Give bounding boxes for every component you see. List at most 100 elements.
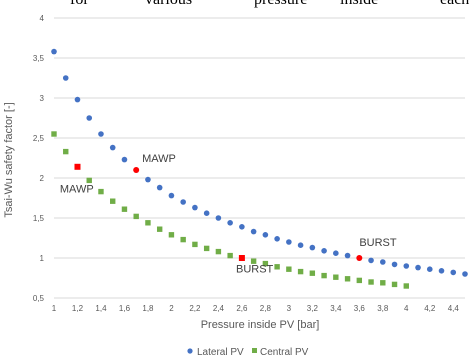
header-word: each bbox=[440, 0, 469, 9]
data-point-lateral-pv bbox=[168, 192, 175, 199]
data-point-lateral-pv bbox=[156, 184, 163, 191]
y-tick-labels: 0,5 1 1,5 2 2,5 3 3,5 4 bbox=[33, 14, 45, 303]
annotation-burst-central: BURST bbox=[236, 263, 274, 275]
data-point-lateral-pv bbox=[227, 220, 233, 226]
x-tick-label: 4,2 bbox=[424, 304, 436, 313]
data-point-central-pv bbox=[286, 266, 292, 272]
x-tick-label: 3,4 bbox=[330, 304, 342, 313]
y-tick-label: 1,5 bbox=[33, 214, 45, 223]
data-point-central-pv bbox=[180, 236, 186, 243]
x-tick-label: 3,6 bbox=[354, 304, 366, 313]
data-point-lateral-pv bbox=[297, 242, 304, 248]
data-point-central-pv bbox=[121, 206, 128, 212]
data-point-central-pv bbox=[215, 248, 222, 255]
data-point-central-pv bbox=[86, 177, 92, 184]
data-point-lateral-pv bbox=[403, 263, 410, 269]
y-tick-label: 3 bbox=[40, 94, 45, 103]
highlight-point bbox=[238, 255, 245, 261]
data-point-central-pv bbox=[356, 277, 363, 284]
x-axis-title: Pressure inside PV [bar] bbox=[201, 319, 320, 331]
data-point-lateral-pv bbox=[74, 96, 81, 103]
y-tick-label: 3,5 bbox=[33, 54, 45, 63]
data-point-lateral-pv bbox=[121, 156, 128, 163]
data-point-lateral-pv bbox=[415, 264, 421, 271]
data-point-central-pv bbox=[63, 148, 69, 155]
legend-label-central-pv: Central PV bbox=[260, 347, 309, 358]
data-point-central-pv bbox=[297, 268, 304, 275]
data-point-lateral-pv bbox=[426, 266, 433, 273]
y-tick-label: 1 bbox=[40, 254, 45, 263]
legend-marker-lateral-pv bbox=[187, 348, 193, 354]
data-point-lateral-pv bbox=[62, 75, 69, 81]
header-word: pressure bbox=[254, 0, 307, 9]
legend: Lateral PV Central PV bbox=[187, 347, 309, 358]
data-point-central-pv bbox=[156, 226, 163, 232]
data-point-lateral-pv bbox=[286, 239, 292, 245]
highlight-point bbox=[74, 163, 81, 170]
gridlines bbox=[54, 17, 465, 299]
series-lateral-pv bbox=[51, 48, 468, 277]
data-point-central-pv bbox=[391, 281, 398, 288]
data-point-lateral-pv bbox=[192, 204, 198, 211]
data-point-lateral-pv bbox=[98, 131, 104, 137]
x-tick-labels: 1 1,2 1,4 1,6 1,8 2 2,2 2,4 2,6 2,8 3 3,2 3,4 3,6 3,8 4… bbox=[52, 304, 460, 313]
data-point-lateral-pv bbox=[203, 210, 210, 216]
data-point-lateral-pv bbox=[215, 215, 222, 221]
cropped-header-text: for various pressure inside each bbox=[0, 0, 472, 9]
data-point-central-pv bbox=[168, 232, 175, 238]
x-tick-label: 4 bbox=[404, 304, 409, 313]
data-point-lateral-pv bbox=[344, 252, 351, 259]
x-tick-label: 2 bbox=[169, 304, 174, 313]
data-point-central-pv bbox=[203, 245, 210, 252]
data-point-lateral-pv bbox=[86, 115, 93, 121]
x-tick-label: 3,2 bbox=[307, 304, 319, 313]
x-tick-label: 1 bbox=[52, 304, 57, 313]
annotation-mawp-lateral: MAWP bbox=[142, 153, 176, 165]
data-point-central-pv bbox=[192, 241, 198, 248]
data-point-central-pv bbox=[344, 276, 351, 282]
legend-marker-central-pv bbox=[252, 348, 257, 353]
data-point-lateral-pv bbox=[309, 244, 316, 251]
x-tick-label: 2,6 bbox=[236, 304, 248, 313]
data-point-lateral-pv bbox=[274, 236, 280, 242]
highlight-point bbox=[356, 255, 363, 261]
data-point-lateral-pv bbox=[51, 48, 57, 55]
data-point-central-pv bbox=[51, 131, 57, 137]
data-point-central-pv bbox=[380, 280, 386, 286]
data-point-central-pv bbox=[227, 252, 233, 259]
data-point-central-pv bbox=[110, 198, 116, 204]
data-point-lateral-pv bbox=[262, 232, 269, 238]
data-point-lateral-pv bbox=[391, 261, 398, 268]
y-tick-label: 2 bbox=[40, 174, 45, 183]
series-central-pv bbox=[51, 131, 409, 289]
data-point-lateral-pv bbox=[145, 176, 151, 183]
data-point-central-pv bbox=[309, 270, 316, 276]
data-point-central-pv bbox=[262, 260, 269, 267]
x-tick-label: 3,8 bbox=[377, 304, 389, 313]
data-point-central-pv bbox=[98, 188, 104, 195]
x-tick-label: 2,2 bbox=[189, 304, 201, 313]
header-word: various bbox=[145, 0, 192, 9]
data-point-lateral-pv bbox=[180, 199, 186, 205]
x-tick-label: 2,8 bbox=[260, 304, 272, 313]
x-tick-label: 4,4 bbox=[448, 304, 460, 313]
highlight-point bbox=[133, 167, 140, 173]
highlight-points bbox=[74, 163, 363, 261]
annotation-burst-lateral: BURST bbox=[359, 237, 397, 249]
data-point-central-pv bbox=[321, 272, 327, 279]
y-tick-label: 2,5 bbox=[33, 134, 45, 143]
legend-label-lateral-pv: Lateral PV bbox=[197, 347, 244, 358]
x-tick-label: 1,4 bbox=[95, 304, 107, 313]
data-point-lateral-pv bbox=[239, 224, 245, 230]
y-tick-label: 0,5 bbox=[33, 294, 45, 303]
annotations: MAWP MAWP BURST BURST bbox=[60, 153, 397, 275]
data-point-lateral-pv bbox=[109, 144, 116, 151]
data-point-lateral-pv bbox=[380, 259, 386, 265]
x-tick-label: 2,4 bbox=[213, 304, 225, 313]
x-tick-label: 1,6 bbox=[119, 304, 131, 313]
data-point-lateral-pv bbox=[321, 248, 327, 254]
header-word: inside bbox=[340, 0, 378, 9]
y-axis-title: Tsai-Wu safety factor [-] bbox=[3, 102, 15, 217]
data-point-central-pv bbox=[274, 264, 280, 270]
